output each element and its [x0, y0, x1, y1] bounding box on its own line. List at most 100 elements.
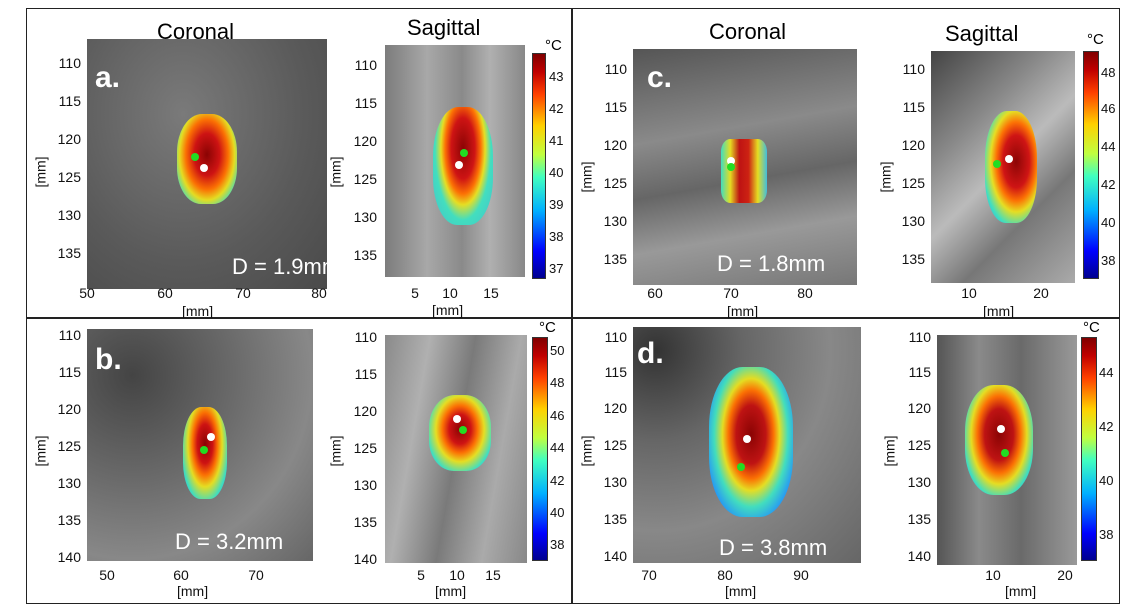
ytick: 130 [901, 213, 925, 229]
colorbar-tick: 43 [549, 69, 564, 84]
sagittal-mri-image [385, 335, 527, 563]
xtick: 10 [442, 285, 458, 301]
ytick: 115 [354, 95, 377, 111]
colorbar-tick: 48 [550, 375, 565, 390]
xtick: 5 [417, 567, 425, 583]
ytick: 120 [353, 403, 377, 419]
ytick: 130 [57, 207, 81, 223]
green-marker [459, 426, 467, 434]
ytick: 110 [58, 55, 81, 71]
xtick: 5 [411, 285, 419, 301]
green-marker [993, 160, 1001, 168]
panel-label: b. [95, 343, 122, 376]
sagittal-mri-image [931, 51, 1075, 283]
ytick: 110 [58, 327, 81, 343]
x-axis-label: [mm] [435, 583, 467, 599]
ytick: 115 [354, 366, 377, 382]
colorbar-tick: 40 [550, 505, 565, 520]
thermal-heatmap [965, 385, 1033, 495]
white-marker [200, 164, 208, 172]
ytick: 115 [58, 93, 81, 109]
thermal-heatmap [985, 111, 1037, 223]
xtick: 20 [1033, 285, 1049, 301]
ytick: 125 [603, 175, 627, 191]
ytick: 115 [58, 364, 81, 380]
xtick: 60 [647, 285, 663, 301]
distance-label: D = 3.8mm [719, 535, 828, 560]
xtick: 10 [449, 567, 465, 583]
ytick: 110 [354, 57, 377, 73]
panel-c: Coronal Sagittal c. D = 1.8mm 110 115 12… [572, 8, 1120, 319]
ytick: 120 [603, 400, 627, 416]
xtick: 70 [248, 567, 264, 583]
colorbar [1083, 51, 1099, 279]
xtick: 10 [985, 567, 1001, 583]
xtick: 90 [793, 567, 809, 583]
colorbar-unit: °C [545, 37, 562, 54]
xtick: 15 [483, 285, 499, 301]
y-axis-label: [mm] [881, 435, 898, 467]
coronal-mri-image: c. D = 1.8mm [633, 49, 857, 285]
ytick: 140 [57, 549, 81, 565]
ytick: 125 [603, 437, 627, 453]
y-axis-label: [mm] [578, 435, 595, 467]
colorbar-unit: °C [1083, 319, 1100, 336]
ytick: 130 [353, 209, 377, 225]
colorbar [532, 53, 546, 279]
x-axis-label: [mm] [727, 303, 759, 319]
distance-label: D = 1.8mm [717, 251, 826, 276]
colorbar-tick: 44 [1099, 365, 1114, 380]
green-marker [191, 153, 199, 161]
ytick: 130 [907, 474, 931, 490]
xtick: 70 [641, 567, 657, 583]
colorbar-tick: 42 [549, 101, 564, 116]
green-marker [737, 463, 745, 471]
white-marker [743, 435, 751, 443]
colorbar-tick: 41 [549, 133, 564, 148]
colorbar-tick: 38 [550, 537, 565, 552]
y-axis-label: [mm] [327, 435, 344, 467]
ytick: 125 [901, 175, 925, 191]
ytick: 135 [353, 514, 377, 530]
white-marker [997, 425, 1005, 433]
ytick: 135 [57, 245, 81, 261]
colorbar-tick: 44 [550, 440, 565, 455]
colorbar-tick: 37 [549, 261, 564, 276]
colorbar-tick: 38 [1101, 253, 1116, 268]
ytick: 110 [604, 329, 627, 345]
colorbar-tick: 40 [1099, 473, 1114, 488]
thermal-heatmap [721, 139, 767, 203]
ytick: 140 [603, 548, 627, 564]
ytick: 120 [57, 401, 81, 417]
white-marker [207, 433, 215, 441]
colorbar [532, 337, 548, 561]
ytick: 130 [57, 475, 81, 491]
ytick: 120 [901, 137, 925, 153]
thermal-heatmap [177, 114, 237, 204]
sagittal-mri-image [937, 335, 1077, 565]
colorbar-tick: 46 [550, 408, 565, 423]
colorbar-tick: 38 [549, 229, 564, 244]
ytick: 110 [354, 329, 377, 345]
y-axis-label: [mm] [327, 156, 344, 188]
panel-label: d. [637, 337, 664, 370]
thermal-heatmap [709, 367, 793, 517]
coronal-mri-image: a. D = 1.9mm [87, 39, 327, 289]
ytick: 110 [604, 61, 627, 77]
colorbar-tick: 38 [1099, 527, 1114, 542]
ytick: 125 [57, 169, 81, 185]
x-axis-label: [mm] [1005, 583, 1037, 599]
xtick: 15 [485, 567, 501, 583]
panel-b: b. D = 3.2mm 110 115 120 125 130 135 140… [26, 318, 572, 604]
xtick: 60 [173, 567, 189, 583]
white-marker [455, 161, 463, 169]
xtick: 50 [79, 285, 95, 301]
x-axis-label: [mm] [177, 583, 209, 599]
colorbar-tick: 50 [550, 343, 565, 358]
xtick: 70 [723, 285, 739, 301]
ytick: 125 [907, 437, 931, 453]
ytick: 120 [353, 133, 377, 149]
green-marker [200, 446, 208, 454]
ytick: 135 [603, 251, 627, 267]
xtick: 80 [311, 285, 327, 301]
